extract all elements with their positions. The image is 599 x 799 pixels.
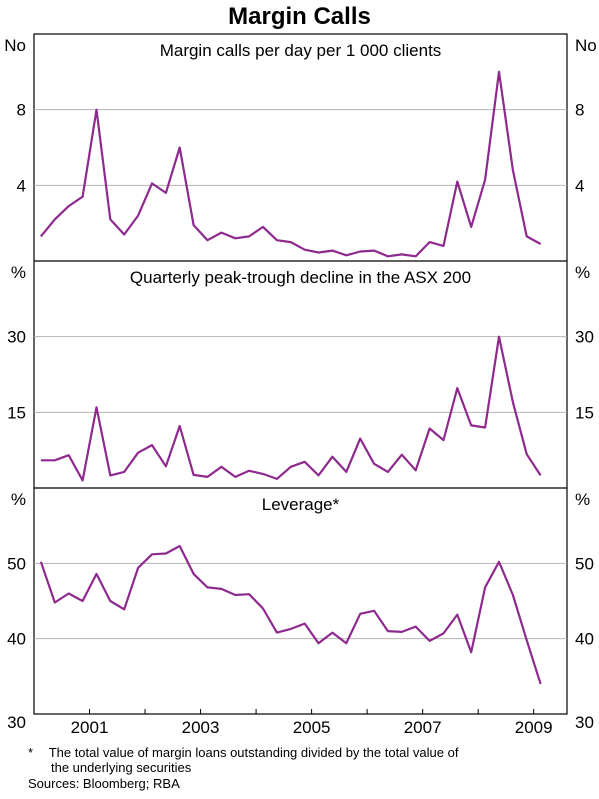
plot-frame xyxy=(33,33,568,715)
y-tick-right-p2-1: 15 xyxy=(575,403,594,422)
y-tick-right-p1-1: 4 xyxy=(575,176,584,195)
y-tick-right-p3-1: 40 xyxy=(575,630,594,649)
unit-left-p1: No xyxy=(4,36,26,55)
footnote-continuation: the underlying securities xyxy=(51,760,191,775)
x-tick-label-2009: 2009 xyxy=(515,718,553,737)
series-line-p1 xyxy=(40,70,542,258)
unit-right-p1: No xyxy=(575,36,597,55)
series-line-p3 xyxy=(39,544,542,685)
footnote-text-1: The total value of margin loans outstand… xyxy=(48,745,459,760)
chart-title: Margin Calls xyxy=(228,3,371,30)
y-tick-right-p1-0: 8 xyxy=(575,101,584,120)
y-tick-right-p3-2: 30 xyxy=(575,713,594,732)
y-tick-left-p2-0: 30 xyxy=(7,328,26,347)
unit-right-p2: % xyxy=(575,263,590,282)
plot-area: 8 8 4 4 No No Margin calls per day per 1 000 c… xyxy=(4,33,597,737)
footnote-text-2: the underlying securities xyxy=(51,760,192,775)
panel-title-2: Quarterly peak-trough decline in the ASX… xyxy=(130,268,471,287)
x-tick-label-2007: 2007 xyxy=(404,718,442,737)
sources-text: Sources: Bloomberg; RBA xyxy=(28,776,180,791)
y-tick-left-p2-1: 15 xyxy=(7,403,26,422)
y-tick-left-p3-1: 40 xyxy=(7,630,26,649)
footnote-marker: * xyxy=(28,745,34,760)
y-tick-left-p3-0: 50 xyxy=(7,554,26,573)
unit-right-p3: % xyxy=(575,490,590,509)
series-line-p2 xyxy=(40,335,542,482)
x-tick-label-2005: 2005 xyxy=(293,718,331,737)
panel-title-1: Margin calls per day per 1 000 clients xyxy=(160,41,442,60)
y-tick-left-p1-0: 8 xyxy=(17,101,26,120)
x-tick-label-2003: 2003 xyxy=(182,718,220,737)
y-tick-right-p2-0: 30 xyxy=(575,328,594,347)
y-tick-left-p1-1: 4 xyxy=(17,176,26,195)
y-tick-left-p3-2: 30 xyxy=(7,713,26,732)
footnote: * The total value of margin loans outsta… xyxy=(28,745,458,760)
panel-title-3: Leverage* xyxy=(262,495,340,514)
unit-left-p2: % xyxy=(11,263,26,282)
x-tick-label-2001: 2001 xyxy=(71,718,109,737)
unit-left-p3: % xyxy=(11,490,26,509)
sources: Sources: Bloomberg; RBA xyxy=(28,776,180,791)
y-tick-right-p3-0: 50 xyxy=(575,554,594,573)
